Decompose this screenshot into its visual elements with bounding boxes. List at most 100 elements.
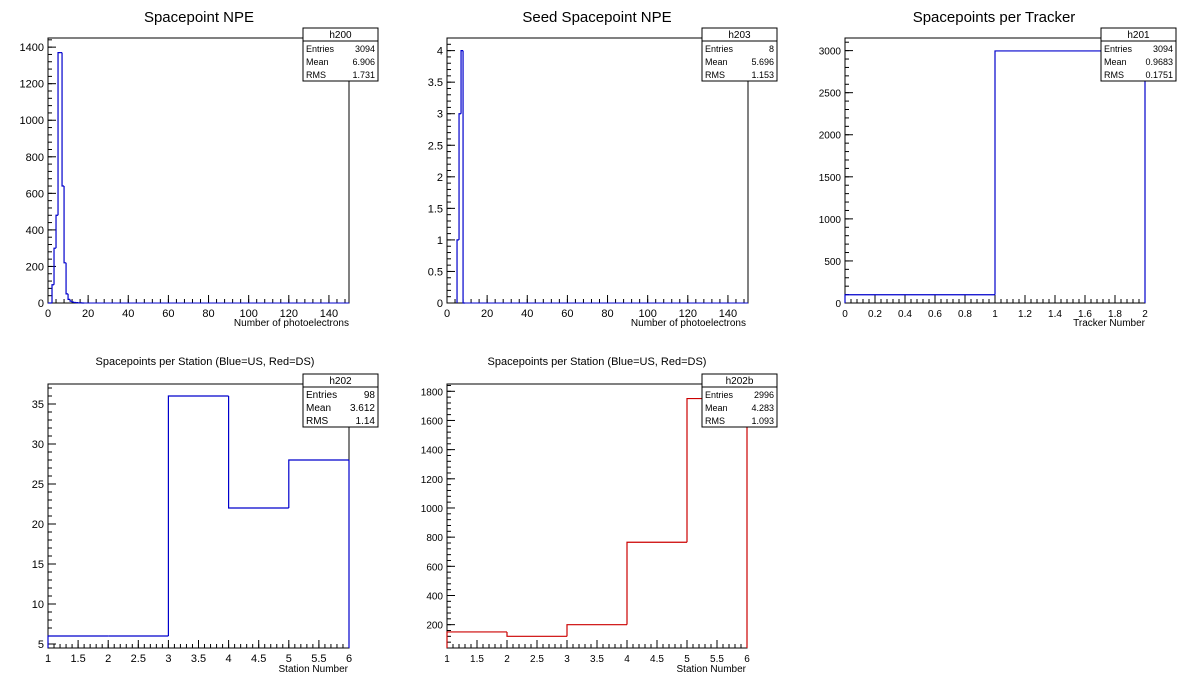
histogram-bin	[458, 113, 462, 240]
stats-value-mean: 3.612	[350, 403, 375, 414]
histogram-bin	[566, 624, 627, 637]
stats-label-rms: RMS	[1104, 70, 1124, 80]
stats-label-rms: RMS	[705, 416, 725, 426]
y-tick-label: 2000	[819, 131, 842, 142]
x-tick-label: 20	[82, 308, 94, 320]
stats-label-entries: Entries	[306, 390, 337, 401]
histogram-bin	[69, 299, 73, 302]
x-axis: 0 0.2 0.4 0.6 0.8 1 1.2 1.4 1.6 1.8 2	[842, 295, 1148, 320]
x-tick-label: 1.8	[1108, 309, 1122, 320]
x-tick-label: 20	[481, 308, 493, 320]
x-tick-label: 4.5	[650, 654, 664, 665]
x-tick-label: 3	[564, 654, 570, 665]
y-tick-label: 10	[32, 599, 44, 611]
chart-title: Spacepoint NPE	[144, 9, 254, 26]
x-tick-label: 3.5	[590, 654, 604, 665]
stats-box-frame	[1100, 27, 1177, 82]
histogram-bars	[47, 395, 350, 648]
y-tick-label: 3000	[819, 47, 842, 58]
histogram-bin	[57, 52, 61, 216]
histogram-bin	[51, 284, 55, 303]
x-tick-label: 2	[504, 654, 510, 665]
x-tick-label: 1.4	[1048, 309, 1062, 320]
x-tick-label: 2	[105, 653, 111, 665]
x-tick-label: 80	[601, 308, 613, 320]
x-tick-label: 140	[719, 308, 737, 320]
panel-h202b: Spacepoints per Station (Blue=US, Red=DS…	[421, 356, 778, 675]
panel-h200: Spacepoint NPE 0 20 40 60 80 100 120 140 0 200 40…	[20, 9, 379, 329]
y-tick-label: 4	[437, 46, 443, 58]
histogram-bin	[71, 301, 75, 303]
stats-label-entries: Entries	[1104, 44, 1133, 54]
histogram-bin	[61, 52, 65, 187]
histogram-bin	[462, 50, 466, 304]
y-tick-label: 0.5	[428, 266, 443, 278]
stats-box-frame	[701, 373, 778, 428]
x-tick-label: 4.5	[251, 653, 266, 665]
y-tick-label: 1600	[421, 416, 444, 427]
x-tick-label: 100	[239, 308, 257, 320]
x-tick-label: 1	[45, 653, 51, 665]
histogram-bin	[65, 262, 69, 295]
y-axis: 0 500 1000 1500 2000 2500 3000	[819, 41, 853, 310]
stats-label-rms: RMS	[306, 416, 329, 427]
stats-label-entries: Entries	[705, 390, 734, 400]
x-tick-label: 2	[1142, 309, 1148, 320]
x-axis: 1 1.5 2 2.5 3 3.5 4 4.5 5 5.5 6	[45, 640, 352, 665]
x-tick-label: 0	[45, 308, 51, 320]
stats-box-name: h202b	[726, 376, 754, 387]
x-axis-label: Station Number	[279, 664, 349, 675]
stats-label-entries: Entries	[306, 44, 335, 54]
y-tick-label: 1	[437, 235, 443, 247]
stats-value-mean: 0.9683	[1145, 57, 1173, 67]
histogram-bin	[626, 541, 687, 625]
panel-h201: Spacepoints per Tracker 0 0.2 0.4 0.6 0.8 1 1.…	[819, 9, 1177, 329]
stats-box: h203 Entries 8 Mean 5.696 RMS 1.153	[701, 27, 778, 82]
y-axis: 0 0.5 1 1.5 2 2.5 3 3.5 4	[428, 37, 455, 310]
x-axis-label: Number of photoelectrons	[234, 318, 349, 329]
x-axis-label: Station Number	[677, 664, 747, 675]
stats-box: h202b Entries 2996 Mean 4.283 RMS 1.093	[701, 373, 778, 428]
x-tick-label: 0.4	[898, 309, 912, 320]
stats-label-mean: Mean	[306, 57, 329, 67]
stats-value-entries: 8	[769, 44, 774, 54]
y-tick-label: 1000	[819, 215, 842, 226]
histogram-bin	[460, 50, 464, 114]
y-tick-label: 1200	[421, 475, 444, 486]
y-tick-label: 2500	[819, 89, 842, 100]
x-tick-label: 4	[226, 653, 232, 665]
y-tick-label: 1500	[819, 173, 842, 184]
x-tick-label: 6	[346, 653, 352, 665]
stats-value-rms: 1.153	[751, 70, 774, 80]
x-tick-label: 1.6	[1078, 309, 1092, 320]
y-tick-label: 400	[426, 591, 443, 602]
histogram-bars	[446, 397, 748, 648]
stats-value-rms: 1.14	[356, 416, 376, 427]
y-tick-label: 1800	[421, 387, 444, 398]
x-axis-label: Tracker Number	[1073, 318, 1146, 329]
x-tick-label: 100	[638, 308, 656, 320]
y-tick-label: 0	[437, 298, 443, 310]
x-tick-label: 3	[165, 653, 171, 665]
y-tick-label: 1200	[20, 79, 44, 91]
x-axis: 1 1.5 2 2.5 3 3.5 4 4.5 5 5.5 6	[444, 640, 750, 665]
x-tick-label: 80	[202, 308, 214, 320]
stats-box-name: h200	[329, 30, 352, 41]
stats-value-entries: 98	[364, 390, 376, 401]
stats-box-name: h203	[728, 30, 751, 41]
stats-label-mean: Mean	[1104, 57, 1127, 67]
histogram-bin	[228, 396, 289, 509]
x-tick-label: 6	[744, 654, 750, 665]
x-tick-label: 60	[162, 308, 174, 320]
histogram-bin	[506, 631, 567, 637]
x-tick-label: 0	[444, 308, 450, 320]
histogram-bin	[67, 293, 71, 300]
x-tick-label: 40	[122, 308, 134, 320]
histogram-bin	[456, 239, 460, 303]
y-tick-label: 0	[835, 299, 841, 310]
panel-h202: Spacepoints per Station (Blue=US, Red=DS…	[32, 356, 379, 675]
x-tick-label: 1.5	[470, 654, 484, 665]
stats-label-entries: Entries	[705, 44, 734, 54]
x-tick-label: 40	[521, 308, 533, 320]
